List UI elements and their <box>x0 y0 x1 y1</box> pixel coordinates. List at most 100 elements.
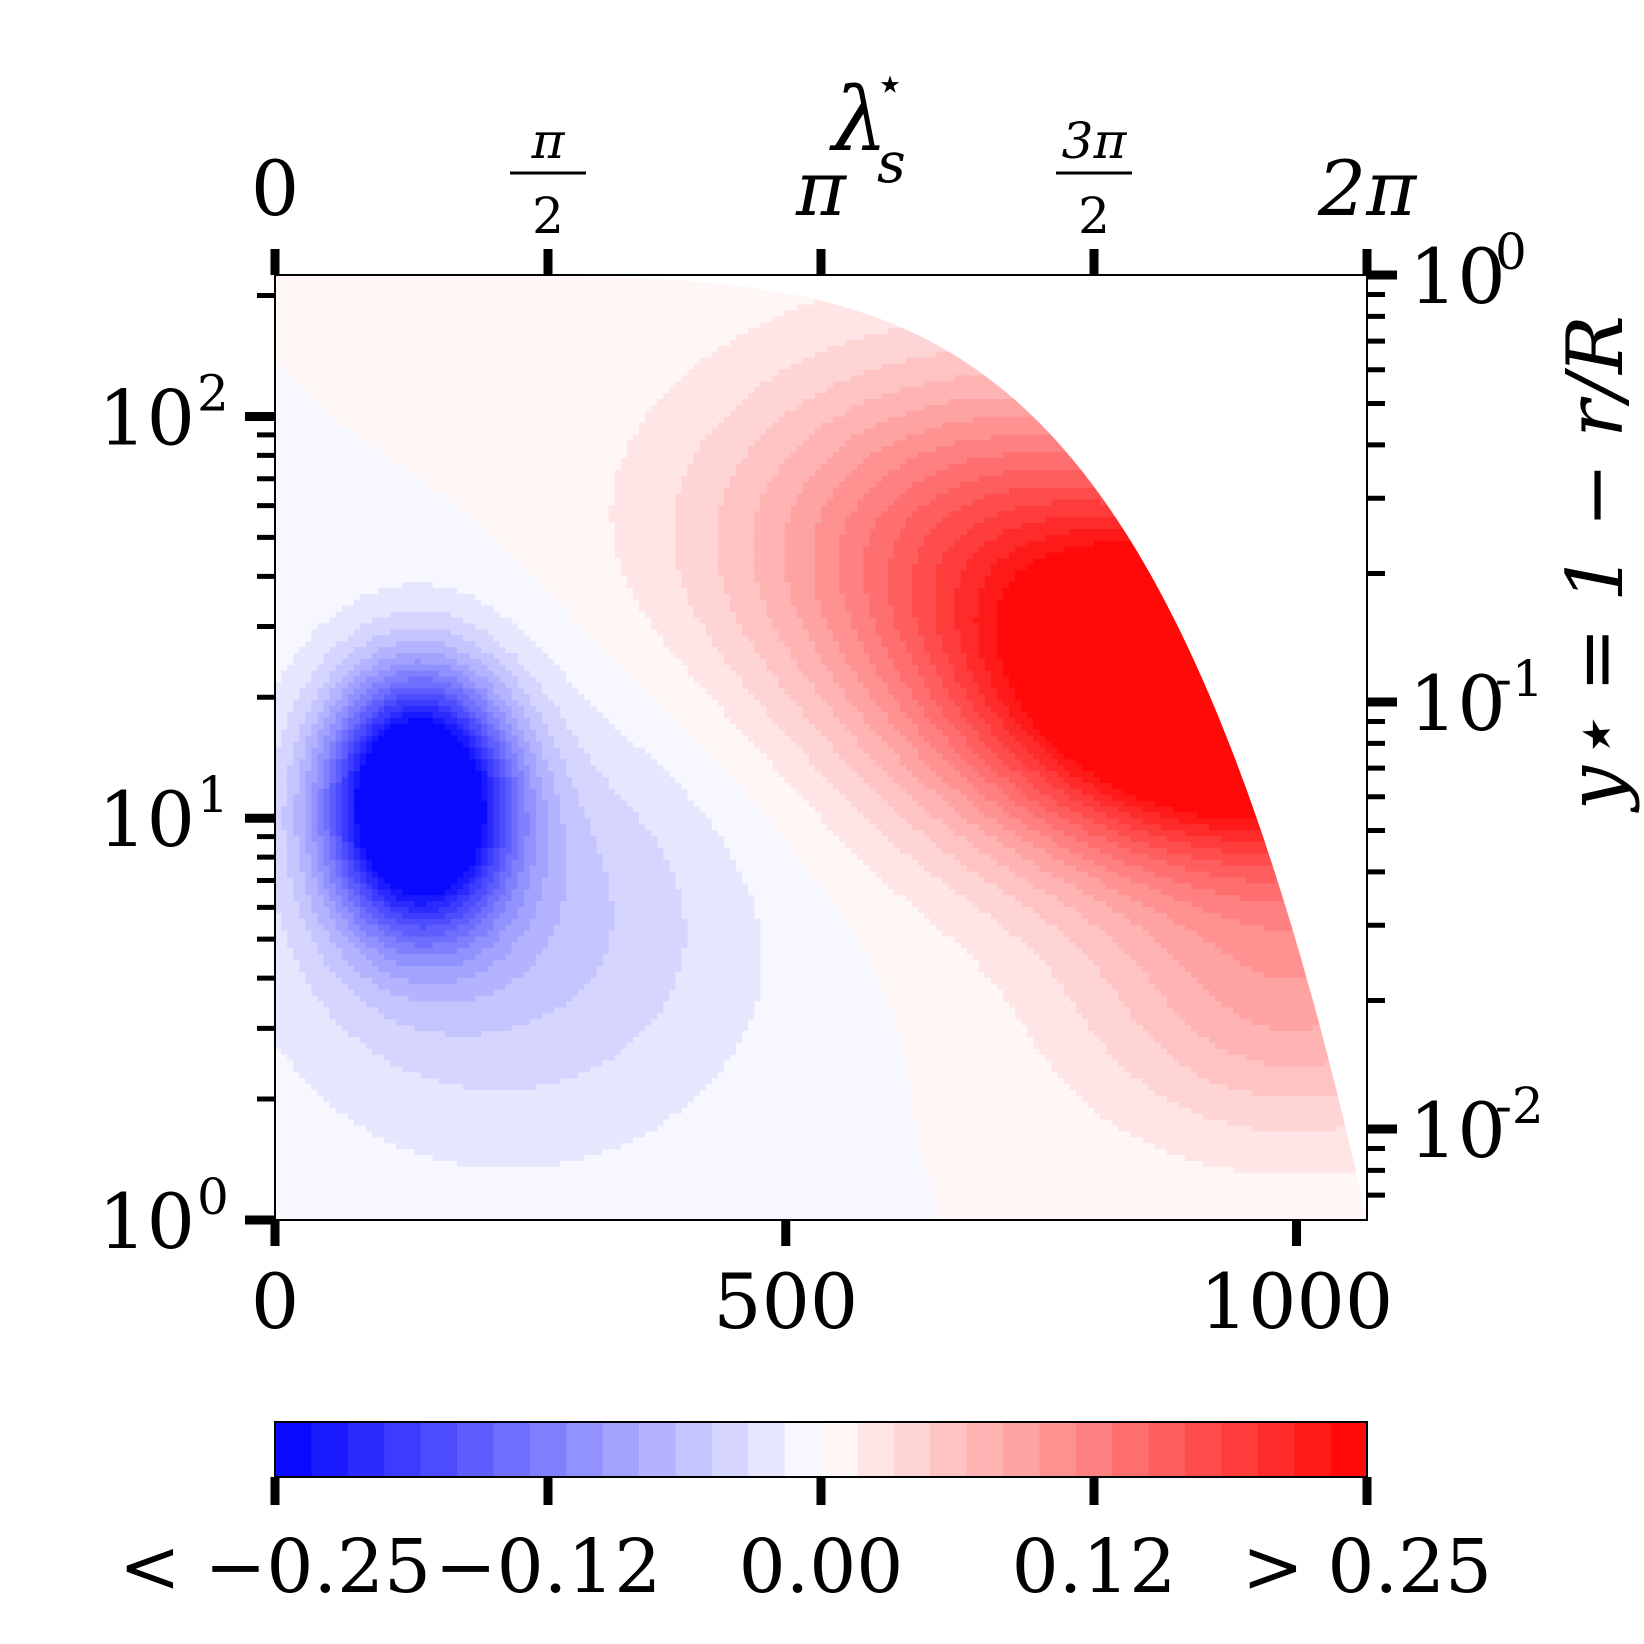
contour-cell <box>766 428 816 436</box>
contour-cell <box>560 706 598 713</box>
contour-cell <box>511 747 525 755</box>
contour-cell <box>1269 434 1332 441</box>
contour-cell <box>275 664 288 672</box>
contour-cell <box>444 694 458 701</box>
contour-cell <box>966 316 1028 323</box>
contour-cell <box>1142 818 1180 825</box>
contour-cell <box>966 948 1034 955</box>
contour-cell <box>560 747 585 755</box>
contour-cell <box>614 475 683 483</box>
contour-cell <box>329 759 337 766</box>
contour-cell <box>1172 806 1313 814</box>
contour-cell <box>1306 540 1332 548</box>
contour-cell <box>893 889 956 896</box>
contour-cell <box>353 741 361 749</box>
contour-cell <box>402 582 434 589</box>
contour-cell <box>487 830 494 837</box>
contour-cell <box>353 901 361 908</box>
contour-cell <box>948 487 1010 495</box>
contour-cell <box>335 942 355 949</box>
contour-cell <box>481 647 507 654</box>
contour-cell <box>657 399 743 406</box>
contour-cell <box>463 617 513 625</box>
contour-cell <box>335 682 349 690</box>
contour-cell <box>487 759 494 766</box>
contour-cell <box>1124 912 1168 920</box>
contour-cell <box>608 883 676 890</box>
contour-cell <box>1081 1095 1168 1103</box>
contour-cell <box>1330 836 1367 843</box>
contour-cell <box>335 800 343 808</box>
contour-cell <box>893 499 931 506</box>
contour-cell <box>396 895 446 902</box>
contour-cell <box>487 889 494 896</box>
contour-cell <box>893 552 919 560</box>
contour-cell <box>632 588 689 595</box>
contour-cell <box>869 599 889 607</box>
contour-cell <box>1348 546 1367 554</box>
contour-cell <box>335 836 343 843</box>
contour-cell <box>359 906 367 914</box>
contour-cell <box>1336 552 1362 560</box>
contour-cell <box>954 853 992 861</box>
contour-cell <box>335 842 343 849</box>
contour-cell <box>954 623 980 630</box>
contour-cell <box>469 889 476 896</box>
contour-cell <box>681 906 755 914</box>
contour-cell <box>905 487 949 495</box>
contour-cell <box>481 523 616 530</box>
contour-cell <box>390 883 452 890</box>
contour-cell <box>1021 741 1040 749</box>
contour-cell <box>293 759 300 766</box>
contour-cell <box>1003 995 1071 1003</box>
contour-cell <box>305 1078 440 1085</box>
contour-cell <box>839 546 865 554</box>
contour-cell <box>645 688 707 695</box>
contour-cell <box>359 771 482 778</box>
contour-cell <box>299 966 331 973</box>
contour-cell <box>1063 983 1113 991</box>
contour-cell <box>1348 570 1367 577</box>
contour-cell <box>384 700 397 707</box>
contour-cell <box>505 788 513 796</box>
contour-cell <box>359 995 410 1003</box>
contour-cell <box>1130 836 1168 843</box>
contour-cell <box>1282 847 1338 855</box>
contour-cell <box>839 552 865 560</box>
contour-cell <box>487 883 501 890</box>
contour-cell <box>560 753 592 760</box>
contour-cell <box>996 623 1367 630</box>
contour-cell <box>966 564 992 571</box>
contour-cell <box>681 960 761 967</box>
contour-cell <box>984 777 1010 784</box>
contour-cell <box>675 558 719 566</box>
contour-cell <box>1263 971 1313 979</box>
right-tick-label: 10 <box>1409 1086 1506 1175</box>
contour-cell <box>814 298 1180 306</box>
contour-cell <box>1094 782 1113 790</box>
contour-cell <box>881 676 901 684</box>
contour-cell <box>596 706 664 713</box>
contour-cell <box>305 883 319 890</box>
contour-cell <box>396 918 452 926</box>
contour-cell <box>323 700 337 707</box>
contour-cell <box>493 735 501 743</box>
contour-cell <box>602 865 670 873</box>
contour-cell <box>1112 906 1156 914</box>
contour-cell <box>578 788 616 796</box>
contour-cell <box>1263 517 1301 524</box>
contour-cell <box>1251 966 1326 973</box>
contour-cell <box>378 889 391 896</box>
contour-cell <box>359 658 379 666</box>
contour-cell <box>475 593 555 601</box>
contour-cell <box>954 375 1059 382</box>
contour-cell <box>305 682 325 690</box>
contour-cell <box>705 629 743 636</box>
contour-cell <box>1106 901 1144 908</box>
contour-cell <box>717 564 755 571</box>
contour-cell <box>1185 924 1265 932</box>
contour-cell <box>1009 865 1040 873</box>
contour-cell <box>341 729 349 737</box>
contour-cell <box>275 1202 937 1209</box>
contour-cell <box>359 865 367 873</box>
